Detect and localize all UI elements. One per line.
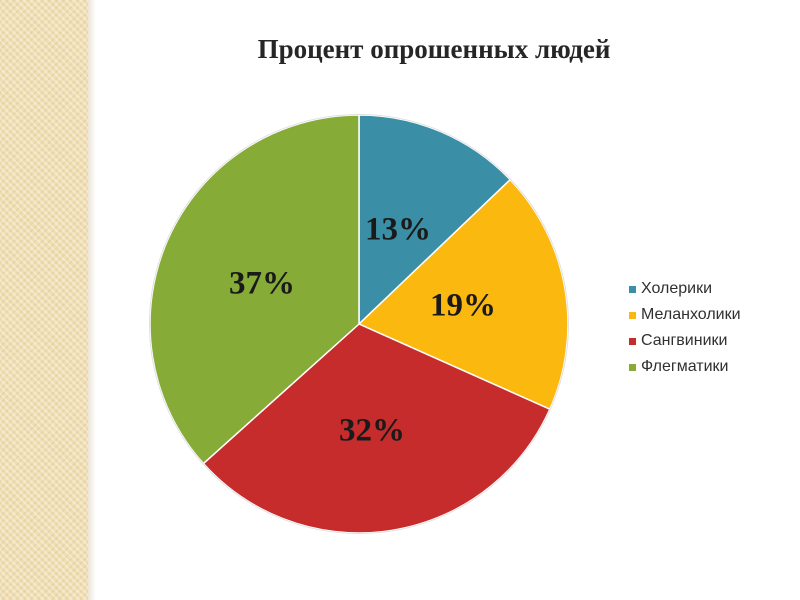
legend-item-melancholics: Меланхолики xyxy=(629,302,741,328)
legend-swatch-melancholics xyxy=(629,311,636,319)
legend-swatch-sanguines xyxy=(629,337,636,345)
pie-slice-phlegmatics xyxy=(149,114,360,465)
legend-item-sanguines: Сангвиники xyxy=(629,328,741,354)
pie-label-melancholics: 19% xyxy=(430,288,496,324)
decorative-side-strip xyxy=(0,0,88,600)
pie-percent-labels: 13% 19% 32% 37% xyxy=(229,212,496,449)
pie-slices xyxy=(149,114,569,534)
pie-slice-melancholics xyxy=(357,178,569,411)
pie-label-sanguines: 32% xyxy=(339,413,405,449)
chart-title: Процент опрошенных людей xyxy=(257,34,611,64)
pie-slice-cholerics xyxy=(358,114,512,326)
legend-swatch-phlegmatics xyxy=(629,363,636,371)
pie-slice-sanguines xyxy=(202,323,551,534)
legend-item-cholerics: Холерики xyxy=(629,276,741,302)
legend-swatch-cholerics xyxy=(629,285,636,293)
pie-outline xyxy=(149,114,569,534)
pie-label-cholerics: 13% xyxy=(365,212,431,248)
legend-label-phlegmatics: Флегматики xyxy=(641,358,729,375)
legend-label-melancholics: Меланхолики xyxy=(641,306,741,323)
legend-label-cholerics: Холерики xyxy=(641,280,713,297)
pie-label-phlegmatics: 37% xyxy=(229,266,295,302)
legend-label-sanguines: Сангвиники xyxy=(641,332,728,349)
legend-item-phlegmatics: Флегматики xyxy=(629,354,741,380)
chart-legend: Холерики Меланхолики Сангвиники Флегмати… xyxy=(629,276,741,380)
side-strip-shadow xyxy=(88,0,96,600)
